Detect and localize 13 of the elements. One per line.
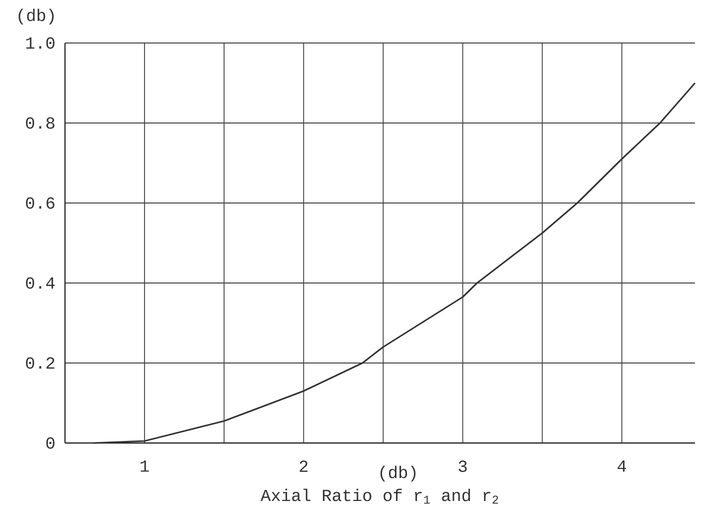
x-tick-label: 4	[618, 460, 626, 472]
y-tick-label: 0	[46, 437, 54, 449]
y-tick-label: 0.4	[26, 277, 55, 289]
y-tick-label: 0.8	[26, 117, 54, 129]
x-tick-label: 1	[140, 460, 149, 472]
y-tick-label: 1.0	[26, 37, 54, 49]
x-tick-label: 2	[300, 460, 308, 472]
y-axis-title: (db)	[18, 8, 54, 24]
x-axis-title: Axial Ratio of r$_{1}$ and r$_{2}$	[260, 488, 498, 504]
y-tick-label: 0.6	[26, 197, 54, 209]
text: (db)	[380, 466, 416, 482]
x-tick-label: 3	[458, 460, 467, 472]
y-tick-label: 0.2	[26, 357, 54, 369]
